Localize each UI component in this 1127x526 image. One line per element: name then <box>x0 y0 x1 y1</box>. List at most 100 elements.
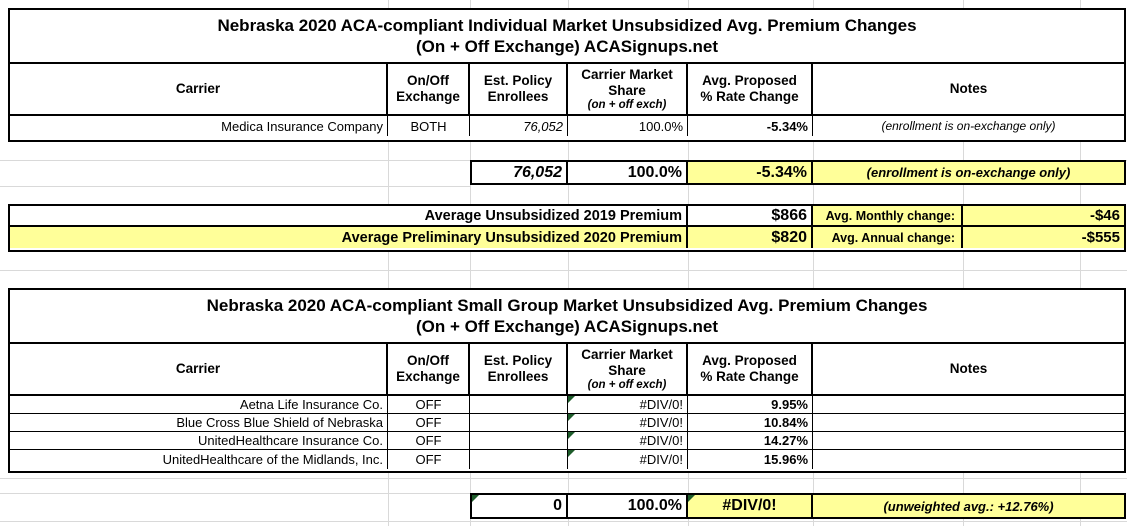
notes-header-cell[interactable]: Notes <box>813 64 1124 114</box>
annual-change-value: -$555 <box>1081 229 1120 246</box>
rate-change-cell[interactable]: 9.95% <box>688 396 813 413</box>
exchange-cell[interactable]: OFF <box>388 396 470 413</box>
total-notes-cell[interactable]: (enrollment is on-exchange only) <box>813 162 1124 183</box>
total-enrollees-cell[interactable]: 0 <box>472 495 568 517</box>
enrollees-header-line1: Est. Policy <box>483 353 553 368</box>
monthly-change-label-cell[interactable]: Avg. Monthly change: <box>813 206 963 225</box>
gridline-horizontal <box>0 186 470 187</box>
exchange-cell[interactable]: BOTH <box>388 116 470 136</box>
enrollees-header-line2: Enrollees <box>487 89 549 104</box>
carrier-header-label: Carrier <box>175 81 221 96</box>
enrollees-header-cell[interactable]: Est. Policy Enrollees <box>470 64 568 114</box>
exchange-value: BOTH <box>410 118 447 134</box>
carrier-cell[interactable]: Blue Cross Blue Shield of Nebraska <box>10 414 388 431</box>
total-notes-cell[interactable]: (unweighted avg.: +12.76%) <box>813 495 1124 517</box>
exchange-header-cell[interactable]: On/Off Exchange <box>388 64 470 114</box>
notes-cell[interactable] <box>813 432 1124 449</box>
market-share-header-cell[interactable]: Carrier Market Share (on + off exch) <box>568 344 688 394</box>
enrollees-header-cell[interactable]: Est. Policy Enrollees <box>470 344 568 394</box>
rate-change-cell[interactable]: 15.96% <box>688 450 813 469</box>
error-indicator-icon <box>568 432 575 439</box>
notes-header-label: Notes <box>949 81 988 96</box>
share-header-line1: Carrier Market <box>581 66 673 82</box>
carrier-cell[interactable]: UnitedHealthcare Insurance Co. <box>10 432 388 449</box>
enrollees-value: 76,052 <box>523 118 563 134</box>
share-value: #DIV/0! <box>639 452 683 467</box>
table-row: Blue Cross Blue Shield of Nebraska OFF #… <box>10 414 1124 432</box>
rate-value: 9.95% <box>771 397 808 412</box>
enrollees-header-line1: Est. Policy <box>483 73 553 88</box>
exchange-cell[interactable]: OFF <box>388 450 470 469</box>
small-group-title-cell[interactable]: Nebraska 2020 ACA-compliant Small Group … <box>10 290 1124 344</box>
premium-2020-value-cell[interactable]: $820 <box>688 227 813 248</box>
annual-change-label-cell[interactable]: Avg. Annual change: <box>813 227 963 248</box>
exchange-header-cell[interactable]: On/Off Exchange <box>388 344 470 394</box>
premium-2020-row: Average Preliminary Unsubsidized 2020 Pr… <box>10 227 1124 248</box>
carrier-cell[interactable]: Medica Insurance Company <box>10 116 388 136</box>
share-header-line2: Share <box>608 362 646 378</box>
premium-2019-value: $866 <box>771 206 807 224</box>
error-indicator-icon <box>688 495 695 502</box>
market-share-cell[interactable]: #DIV/0! <box>568 396 688 413</box>
rate-change-cell[interactable]: 10.84% <box>688 414 813 431</box>
rate-change-header-cell[interactable]: Avg. Proposed % Rate Change <box>688 64 813 114</box>
enrollees-cell[interactable]: 76,052 <box>470 116 568 136</box>
premium-2019-label-cell[interactable]: Average Unsubsidized 2019 Premium <box>10 206 688 225</box>
notes-cell[interactable] <box>813 414 1124 431</box>
premium-2020-value: $820 <box>771 228 807 246</box>
total-share-cell[interactable]: 100.0% <box>568 162 688 183</box>
table-row: Aetna Life Insurance Co. OFF #DIV/0! 9.9… <box>10 396 1124 414</box>
gridline-horizontal <box>0 478 1127 479</box>
individual-market-title-cell[interactable]: Nebraska 2020 ACA-compliant Individual M… <box>10 10 1124 64</box>
rate-header-line2: % Rate Change <box>700 369 799 384</box>
enrollees-cell[interactable] <box>470 432 568 449</box>
notes-cell[interactable]: (enrollment is on-exchange only) <box>813 116 1124 136</box>
premium-2019-value-cell[interactable]: $866 <box>688 206 813 225</box>
total-rate-change-cell[interactable]: -5.34% <box>688 162 813 183</box>
notes-header-label: Notes <box>949 361 988 376</box>
rate-change-cell[interactable]: 14.27% <box>688 432 813 449</box>
enrollees-cell[interactable] <box>470 414 568 431</box>
exchange-cell[interactable]: OFF <box>388 414 470 431</box>
annual-change-value-cell[interactable]: -$555 <box>963 227 1124 248</box>
market-share-cell[interactable]: #DIV/0! <box>568 450 688 469</box>
gridline-vertical <box>813 0 814 526</box>
notes-value: (enrollment is on-exchange only) <box>881 119 1056 133</box>
market-share-header-cell[interactable]: Carrier Market Share (on + off exch) <box>568 64 688 114</box>
gridline-vertical <box>1080 0 1081 526</box>
monthly-change-label: Avg. Monthly change: <box>825 208 955 223</box>
notes-cell[interactable] <box>813 396 1124 413</box>
exchange-cell[interactable]: OFF <box>388 432 470 449</box>
market-share-cell[interactable]: #DIV/0! <box>568 414 688 431</box>
enrollees-cell[interactable] <box>470 450 568 469</box>
carrier-cell[interactable]: UnitedHealthcare of the Midlands, Inc. <box>10 450 388 469</box>
table-title-line1: Nebraska 2020 ACA-compliant Individual M… <box>217 16 917 35</box>
total-rate-value: #DIV/0! <box>722 497 777 514</box>
exchange-header-line2: Exchange <box>396 369 460 384</box>
notes-header-cell[interactable]: Notes <box>813 344 1124 394</box>
gridline-vertical <box>470 0 471 526</box>
carrier-header-cell[interactable]: Carrier <box>10 344 388 394</box>
rate-change-header-cell[interactable]: Avg. Proposed % Rate Change <box>688 344 813 394</box>
gridline-vertical <box>388 0 389 526</box>
small-group-totals-row: 0 100.0% #DIV/0! (unweighted avg.: +12.7… <box>470 493 1126 519</box>
total-rate-change-cell[interactable]: #DIV/0! <box>688 495 813 517</box>
total-notes-value: (unweighted avg.: +12.76%) <box>883 498 1054 514</box>
small-group-market-table: Nebraska 2020 ACA-compliant Small Group … <box>8 288 1126 473</box>
rate-change-cell[interactable]: -5.34% <box>688 116 813 136</box>
total-enrollees-cell[interactable]: 76,052 <box>472 162 568 183</box>
notes-cell[interactable] <box>813 450 1124 469</box>
monthly-change-value-cell[interactable]: -$46 <box>963 206 1124 225</box>
enrollees-cell[interactable] <box>470 396 568 413</box>
total-share-cell[interactable]: 100.0% <box>568 495 688 517</box>
rate-value: 10.84% <box>763 415 808 430</box>
market-share-cell[interactable]: #DIV/0! <box>568 432 688 449</box>
market-share-cell[interactable]: 100.0% <box>568 116 688 136</box>
carrier-header-cell[interactable]: Carrier <box>10 64 388 114</box>
exchange-value: OFF <box>415 433 442 448</box>
annual-change-label: Avg. Annual change: <box>831 230 955 245</box>
table-title-line2: (On + Off Exchange) ACASignups.net <box>415 317 719 336</box>
carrier-cell[interactable]: Aetna Life Insurance Co. <box>10 396 388 413</box>
premium-2020-label-cell[interactable]: Average Preliminary Unsubsidized 2020 Pr… <box>10 227 688 248</box>
